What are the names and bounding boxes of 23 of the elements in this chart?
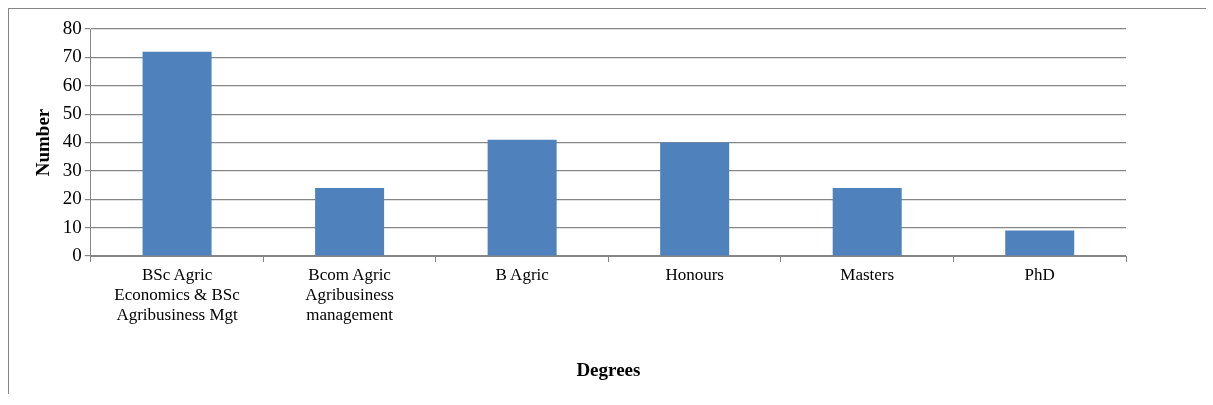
bar [315, 187, 385, 256]
y-tick-label: 30 [62, 158, 82, 180]
x-tick-label: PhD [1024, 264, 1055, 284]
bar [487, 139, 557, 256]
x-tick-label: BSc Agric Economics & BSc Agribusiness Mgt [114, 264, 241, 325]
bar [142, 51, 212, 256]
y-tick-label: 10 [62, 215, 82, 237]
x-tick-label: Honours [665, 264, 724, 284]
y-tick-label: 60 [62, 73, 82, 95]
x-tick-label: Masters [840, 264, 895, 284]
y-tick-label: 70 [62, 45, 82, 67]
y-tick-label: 20 [62, 187, 82, 209]
y-tick-label: 50 [62, 102, 82, 124]
bar [832, 187, 902, 256]
y-axis-title: Number [32, 108, 54, 177]
y-tick-label: 80 [62, 16, 82, 38]
y-tick-label: 40 [62, 130, 82, 152]
x-tick-label: B Agric [495, 264, 550, 284]
y-tick-label: 0 [72, 243, 82, 265]
x-tick-label: Bcom Agric Agribusiness management [305, 264, 394, 325]
bar [1005, 230, 1075, 256]
bar [660, 142, 730, 256]
x-axis-title: Degrees [576, 358, 641, 380]
